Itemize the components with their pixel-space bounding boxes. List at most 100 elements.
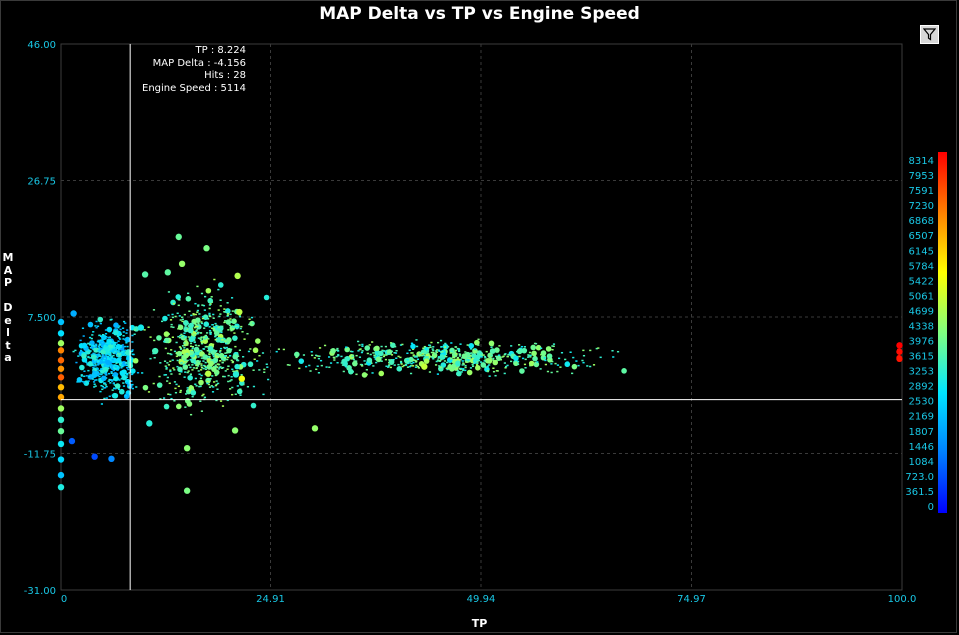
- data-point: [106, 355, 110, 358]
- data-point: [91, 364, 95, 366]
- data-point: [200, 363, 203, 365]
- data-point: [202, 315, 205, 318]
- data-point: [571, 363, 578, 370]
- data-point: [382, 355, 386, 358]
- data-point: [352, 360, 358, 367]
- data-point: [316, 365, 319, 367]
- data-point: [131, 350, 134, 353]
- data-point: [261, 352, 265, 354]
- data-point: [95, 343, 98, 346]
- color-scale-label: 5784: [909, 261, 934, 272]
- data-point: [183, 332, 186, 334]
- grid: [61, 44, 902, 590]
- data-point: [200, 410, 204, 412]
- data-point: [325, 366, 328, 368]
- data-point: [118, 379, 121, 381]
- data-point: [91, 372, 98, 378]
- data-point: [215, 383, 218, 386]
- data-point: [489, 348, 496, 354]
- data-point: [527, 356, 530, 358]
- data-point: [181, 338, 184, 340]
- data-point: [103, 364, 106, 367]
- data-point: [464, 366, 467, 369]
- data-point: [222, 375, 225, 378]
- data-point: [75, 361, 78, 364]
- color-scale-label: 5422: [909, 276, 934, 287]
- data-point: [228, 324, 231, 327]
- data-point: [117, 326, 120, 329]
- data-point: [461, 360, 464, 362]
- data-point: [436, 349, 439, 351]
- data-point: [239, 388, 242, 390]
- color-scale-label: 6145: [909, 246, 934, 257]
- data-point: [180, 333, 183, 336]
- data-point: [111, 389, 114, 391]
- data-point: [85, 375, 88, 377]
- data-point: [214, 384, 217, 387]
- data-point: [115, 343, 122, 350]
- data-point: [194, 377, 197, 380]
- data-point: [83, 382, 86, 384]
- data-point: [85, 361, 88, 363]
- data-point: [170, 299, 176, 306]
- color-scale-label: 723.0: [905, 472, 934, 483]
- data-point: [171, 316, 175, 319]
- data-point: [365, 369, 368, 371]
- data-point: [127, 368, 130, 371]
- data-point-hits: [234, 272, 241, 280]
- data-point: [366, 352, 369, 355]
- data-point: [226, 337, 232, 343]
- data-point-hits: [896, 355, 903, 363]
- data-point: [210, 385, 213, 387]
- data-point: [536, 361, 539, 363]
- data-point: [282, 348, 285, 351]
- data-point: [239, 394, 242, 396]
- data-point: [528, 351, 532, 354]
- data-point: [412, 354, 415, 356]
- data-point: [197, 337, 200, 339]
- data-point: [118, 325, 121, 327]
- data-point: [200, 292, 204, 295]
- data-point: [309, 370, 312, 372]
- data-point: [333, 359, 336, 361]
- data-point: [220, 367, 224, 370]
- filter-button[interactable]: [920, 25, 939, 44]
- data-point: [107, 356, 110, 359]
- data-point: [198, 313, 201, 315]
- data-point: [149, 336, 152, 338]
- data-point: [94, 385, 97, 387]
- data-point: [337, 354, 340, 356]
- data-point: [557, 357, 561, 360]
- data-point: [229, 388, 232, 390]
- data-point: [498, 345, 501, 347]
- data-point: [119, 344, 123, 347]
- y-axis-ticks: 46.00 26.75 7.500 -11.75 -31.00: [24, 40, 56, 597]
- data-point: [93, 345, 96, 347]
- data-point: [224, 352, 227, 354]
- data-point: [426, 349, 430, 352]
- y-axis-label-letter: P: [3, 276, 13, 289]
- data-point: [357, 350, 360, 352]
- data-point: [483, 355, 487, 358]
- data-point: [529, 356, 532, 358]
- data-point: [165, 366, 168, 369]
- data-point: [93, 347, 99, 353]
- data-point: [592, 364, 596, 366]
- data-point: [122, 320, 126, 323]
- data-point: [470, 352, 473, 354]
- data-point: [191, 369, 194, 371]
- data-point: [460, 357, 464, 359]
- data-point: [86, 364, 89, 366]
- data-point: [125, 332, 128, 334]
- data-point: [168, 382, 171, 385]
- data-point: [104, 332, 108, 335]
- data-point: [94, 355, 97, 358]
- data-point: [477, 359, 481, 362]
- data-point: [206, 380, 209, 383]
- data-point: [132, 357, 139, 364]
- data-point: [104, 345, 108, 347]
- data-point: [93, 365, 96, 367]
- data-point: [529, 354, 532, 357]
- data-point: [181, 335, 184, 338]
